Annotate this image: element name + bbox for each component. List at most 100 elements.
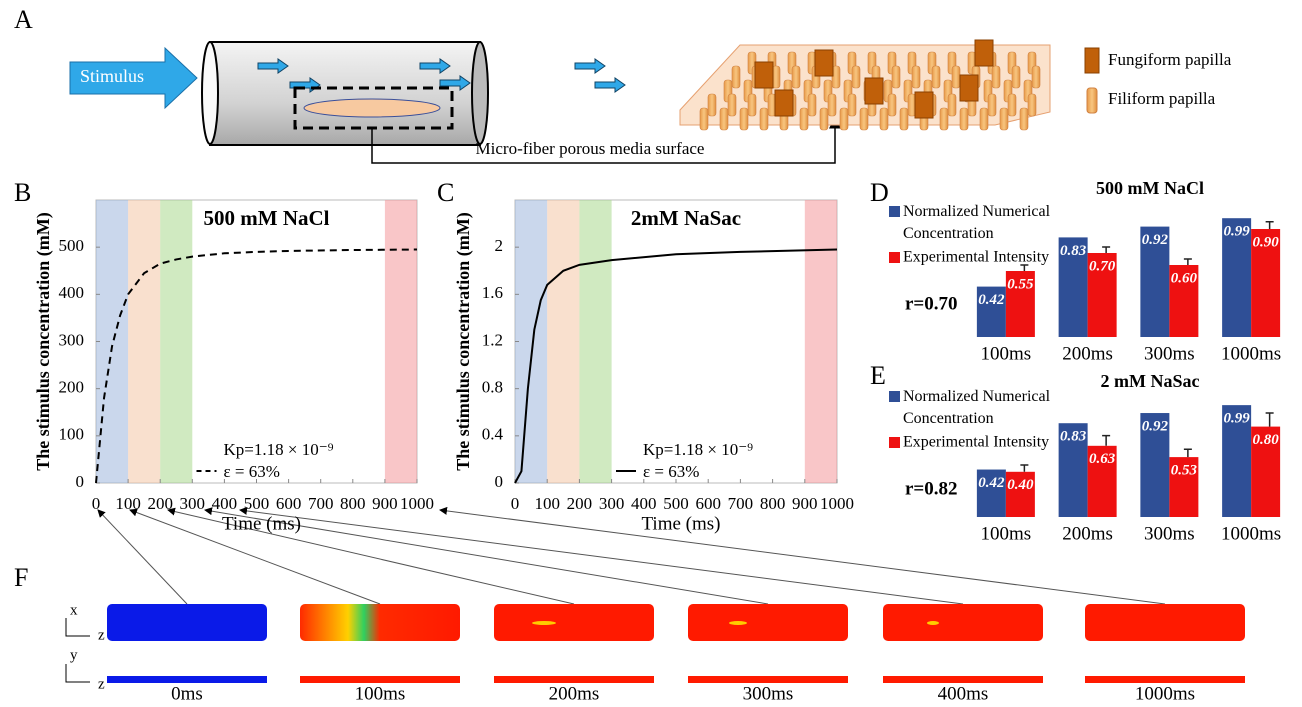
filiform (1008, 94, 1016, 116)
filiform (992, 66, 1000, 88)
filiform (732, 66, 740, 88)
fungiform (865, 78, 883, 104)
surface-label: Micro-fiber porous media surface (476, 139, 705, 158)
x-tick-label: 600 (276, 494, 302, 513)
legend-line-1: Normalized Numerical (903, 388, 1051, 405)
x-tick-label: 700 (308, 494, 334, 513)
time-label: 200ms (549, 683, 600, 704)
stimulus-label: Stimulus (80, 66, 144, 86)
x-tick-label: 1000ms (1221, 523, 1281, 544)
value-label: 0.83 (1060, 429, 1087, 445)
filiform (1028, 94, 1036, 116)
x-tick-label: 700 (728, 494, 754, 513)
x-tick-label: 900 (792, 494, 818, 513)
fungiform (960, 75, 978, 101)
tube-end (202, 42, 218, 144)
filiform (1000, 108, 1008, 130)
filiform (888, 94, 896, 116)
sim-y (107, 676, 267, 683)
fungiform (975, 40, 993, 66)
error-bar (1020, 265, 1028, 271)
chart-title: 2mM NaSac (631, 206, 741, 230)
panel-label: A (14, 5, 33, 34)
x-tick-label: 300 (599, 494, 625, 513)
time-label: 400ms (938, 683, 989, 704)
panel-label: C (437, 178, 454, 207)
error-bar (1266, 413, 1274, 427)
annotation: ε = 63% (224, 462, 280, 481)
filiform (792, 66, 800, 88)
filiform (708, 94, 716, 116)
sim-x (1085, 604, 1245, 641)
legend-line-1: Normalized Numerical (903, 203, 1051, 220)
x-tick-label: 100 (115, 494, 141, 513)
time-band (385, 200, 417, 483)
y-tick-label: 1.6 (482, 283, 503, 302)
pointer (440, 510, 1165, 604)
time-band (805, 200, 837, 483)
time-band (515, 200, 547, 483)
x-tick-label: 200 (147, 494, 173, 513)
y-tick-label: 1.2 (482, 330, 503, 349)
panel-label: E (870, 361, 886, 390)
filiform (828, 94, 836, 116)
value-label: 0.55 (1007, 276, 1034, 292)
legend-text: Normalized NumericalConcentration (903, 388, 1051, 427)
error-bar (1184, 449, 1192, 457)
fungiform-icon (1085, 48, 1099, 73)
filiform (728, 94, 736, 116)
axis-name: z (98, 627, 105, 643)
panel-label: B (14, 178, 31, 207)
sim-jet (927, 621, 939, 625)
y-tick-label: 0 (495, 472, 504, 491)
x-tick-label: 500 (244, 494, 270, 513)
annotation: Kp=1.18 × 10⁻⁹ (224, 440, 334, 459)
x-tick-label: 400 (212, 494, 238, 513)
y-tick-label: 100 (59, 425, 85, 444)
filiform (880, 108, 888, 130)
sim-x (107, 604, 267, 641)
axis-name: y (70, 647, 78, 663)
time-label: 1000ms (1135, 683, 1195, 704)
filiform (900, 108, 908, 130)
legend-swatch (889, 391, 900, 402)
legend-text: Filiform papilla (1108, 89, 1216, 108)
filiform (720, 108, 728, 130)
sim-y (688, 676, 848, 683)
filiform-icon (1087, 88, 1097, 113)
x-tick-label: 300ms (1144, 523, 1195, 544)
fungiform (755, 62, 773, 88)
filiform (948, 94, 956, 116)
filiform (748, 94, 756, 116)
sim-x (300, 604, 460, 641)
legend-swatch (889, 206, 900, 217)
time-band (579, 200, 611, 483)
value-label: 0.70 (1089, 258, 1116, 274)
sim-x (688, 604, 848, 641)
error-bar (1184, 259, 1192, 265)
chart-title: 2 mM NaSac (1101, 371, 1200, 391)
filiform (960, 108, 968, 130)
x-tick-label: 800 (340, 494, 366, 513)
filiform (892, 66, 900, 88)
value-label: 0.99 (1224, 224, 1251, 240)
filiform (912, 66, 920, 88)
fungiform (775, 90, 793, 116)
time-band (160, 200, 192, 483)
legend-text: Experimental Intensity (903, 249, 1049, 266)
value-label: 0.63 (1089, 451, 1116, 467)
panel-a: A Stimulus Micro-fiber porous media surf… (14, 5, 1232, 163)
x-tick-label: 1000ms (1221, 343, 1281, 364)
filiform (760, 108, 768, 130)
sim-y (883, 676, 1043, 683)
x-tick-label: 600 (695, 494, 721, 513)
time-label: 100ms (355, 683, 406, 704)
annotation: ε = 63% (643, 462, 699, 481)
filiform (988, 94, 996, 116)
x-tick-label: 0 (92, 494, 101, 513)
y-tick-label: 400 (59, 283, 85, 302)
filiform (1032, 66, 1040, 88)
filiform (932, 66, 940, 88)
filiform (840, 108, 848, 130)
filiform (740, 108, 748, 130)
